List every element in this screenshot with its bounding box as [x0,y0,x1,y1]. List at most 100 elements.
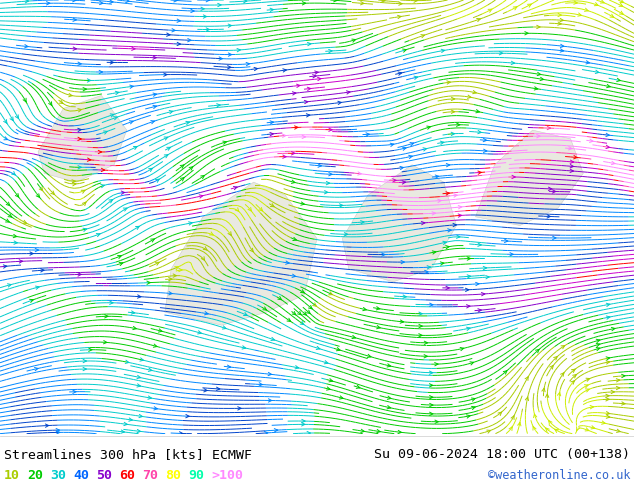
FancyArrowPatch shape [123,208,127,211]
FancyArrowPatch shape [282,134,286,137]
FancyArrowPatch shape [186,415,189,418]
FancyArrowPatch shape [570,160,574,163]
FancyArrowPatch shape [377,430,380,433]
FancyArrowPatch shape [427,266,430,269]
FancyArrowPatch shape [600,0,604,3]
FancyArrowPatch shape [418,334,422,337]
FancyArrowPatch shape [167,147,171,150]
FancyArrowPatch shape [4,137,8,140]
FancyArrowPatch shape [590,139,593,143]
FancyArrowPatch shape [361,220,364,224]
Text: 30: 30 [50,469,66,483]
FancyArrowPatch shape [41,269,44,272]
FancyArrowPatch shape [242,346,245,349]
FancyArrowPatch shape [367,354,371,358]
FancyArrowPatch shape [574,155,577,159]
FancyArrowPatch shape [586,389,589,392]
FancyArrowPatch shape [486,275,489,279]
Text: 80: 80 [165,469,181,483]
FancyArrowPatch shape [201,7,204,10]
FancyArrowPatch shape [422,221,425,225]
FancyArrowPatch shape [136,226,139,229]
FancyArrowPatch shape [250,248,253,252]
FancyArrowPatch shape [363,307,366,311]
FancyArrowPatch shape [39,187,42,191]
FancyArrowPatch shape [139,415,143,417]
FancyArrowPatch shape [356,385,360,389]
FancyArrowPatch shape [268,399,272,402]
FancyArrowPatch shape [216,387,220,391]
FancyArrowPatch shape [424,355,427,358]
FancyArrowPatch shape [259,383,262,386]
FancyArrowPatch shape [446,245,450,249]
FancyArrowPatch shape [302,135,306,139]
FancyArrowPatch shape [15,115,18,119]
FancyArrowPatch shape [473,91,476,94]
FancyArrowPatch shape [181,177,184,181]
FancyArrowPatch shape [533,426,536,430]
FancyArrowPatch shape [435,420,438,423]
FancyArrowPatch shape [387,406,391,409]
FancyArrowPatch shape [209,232,213,235]
FancyArrowPatch shape [228,232,231,235]
FancyArrowPatch shape [328,292,332,295]
FancyArrowPatch shape [361,1,364,5]
FancyArrowPatch shape [606,398,609,401]
FancyArrowPatch shape [199,195,203,198]
FancyArrowPatch shape [83,228,87,231]
FancyArrowPatch shape [429,412,433,416]
FancyArrowPatch shape [34,368,38,371]
FancyArrowPatch shape [121,430,124,433]
FancyArrowPatch shape [498,412,501,416]
Polygon shape [476,130,583,225]
FancyArrowPatch shape [101,168,105,172]
Text: >100: >100 [211,469,243,483]
FancyArrowPatch shape [292,151,295,155]
FancyArrowPatch shape [270,8,273,11]
Text: ©weatheronline.co.uk: ©weatheronline.co.uk [488,469,630,483]
FancyArrowPatch shape [503,371,507,374]
FancyArrowPatch shape [295,126,298,129]
FancyArrowPatch shape [238,407,241,410]
FancyArrowPatch shape [275,429,278,432]
FancyArrowPatch shape [237,49,240,52]
FancyArrowPatch shape [191,9,194,13]
FancyArrowPatch shape [432,212,436,215]
FancyArrowPatch shape [81,190,85,193]
FancyArrowPatch shape [337,347,340,351]
FancyArrowPatch shape [228,53,231,56]
FancyArrowPatch shape [301,202,304,205]
FancyArrowPatch shape [87,158,91,161]
FancyArrowPatch shape [301,290,304,293]
FancyArrowPatch shape [546,428,549,432]
FancyArrowPatch shape [278,296,281,300]
FancyArrowPatch shape [15,194,18,197]
FancyArrowPatch shape [318,164,321,167]
FancyArrowPatch shape [8,214,12,217]
FancyArrowPatch shape [499,51,503,55]
FancyArrowPatch shape [537,135,540,138]
FancyArrowPatch shape [403,49,406,52]
FancyArrowPatch shape [595,70,599,74]
FancyArrowPatch shape [313,303,316,306]
FancyArrowPatch shape [3,265,7,268]
FancyArrowPatch shape [526,397,529,401]
FancyArrowPatch shape [223,141,226,144]
FancyArrowPatch shape [327,181,330,185]
FancyArrowPatch shape [329,128,332,131]
FancyArrowPatch shape [414,0,417,2]
FancyArrowPatch shape [346,91,350,94]
FancyArrowPatch shape [476,110,479,113]
FancyArrowPatch shape [132,47,135,50]
FancyArrowPatch shape [605,394,609,397]
FancyArrowPatch shape [297,84,300,87]
FancyArrowPatch shape [525,377,528,380]
FancyArrowPatch shape [243,0,247,3]
FancyArrowPatch shape [227,365,231,368]
FancyArrowPatch shape [177,19,181,23]
FancyArrowPatch shape [96,234,100,237]
FancyArrowPatch shape [179,269,182,271]
FancyArrowPatch shape [387,396,391,399]
FancyArrowPatch shape [403,295,406,298]
FancyArrowPatch shape [602,421,605,424]
